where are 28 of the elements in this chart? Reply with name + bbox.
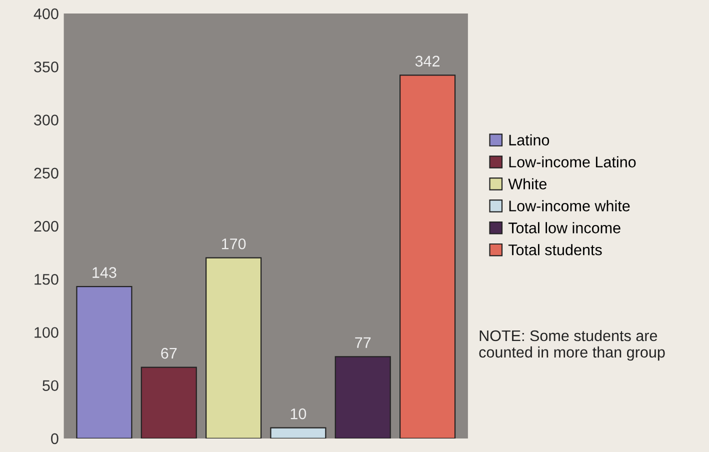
y-tick-label: 300 <box>34 114 58 126</box>
legend-label: Latino <box>509 134 550 146</box>
y-tick-label: 0 <box>51 433 58 444</box>
y-tick-label: 150 <box>34 274 58 285</box>
bar <box>206 257 262 438</box>
legend-label: White <box>508 178 546 190</box>
data-label: 143 <box>92 267 116 278</box>
data-label: 67 <box>161 348 177 359</box>
y-tick-label: 250 <box>34 168 58 179</box>
text: NOTE: Some students are counted in more than group <box>479 330 665 361</box>
data-label: 10 <box>290 408 306 420</box>
data-label: 342 <box>415 56 440 67</box>
legend-label: Total students <box>508 244 602 256</box>
legend-label: Total low income <box>508 222 620 234</box>
bar <box>140 366 197 438</box>
bar <box>399 74 456 438</box>
bar <box>334 356 391 438</box>
data-label: 170 <box>222 238 246 250</box>
data-label: 77 <box>355 337 371 348</box>
bar <box>270 427 326 438</box>
y-tick-label: 200 <box>34 220 58 232</box>
y-tick-label: 350 <box>34 62 58 72</box>
bar <box>76 286 132 438</box>
y-tick-label: 400 <box>34 8 58 20</box>
y-tick-label: 50 <box>42 380 58 392</box>
legend-label: Low-income Latino <box>509 156 636 168</box>
y-tick-label: 100 <box>34 327 58 338</box>
legend-label: Low-income white <box>509 200 630 212</box>
